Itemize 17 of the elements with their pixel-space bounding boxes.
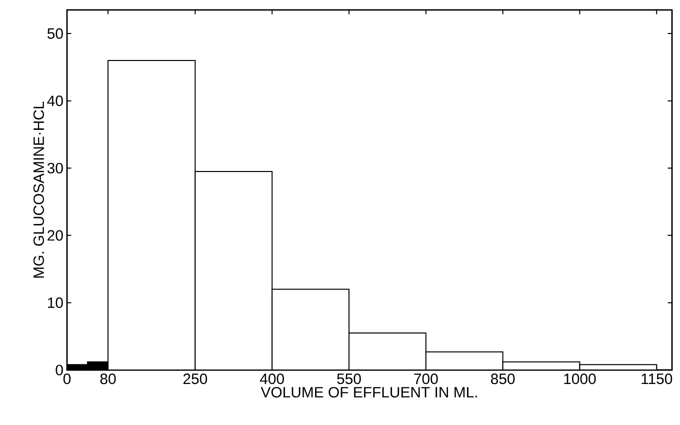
- x-tick-label: 700: [414, 374, 438, 384]
- y-tick-label: 10: [48, 297, 63, 308]
- y-tick-label: 0: [56, 364, 63, 376]
- y-tick-label: 50: [47, 28, 63, 39]
- y-axis-title: MG. GLUCOSAMINE·HCL: [33, 102, 44, 278]
- x-tick-label: 850: [491, 374, 515, 384]
- x-tick-label: 550: [337, 374, 361, 384]
- x-axis-title: VOLUME OF EFFLUENT IN ML.: [260, 386, 477, 398]
- x-tick-label: 250: [183, 374, 208, 384]
- y-tick-label: 20: [48, 230, 63, 241]
- y-tick-label: 40: [47, 96, 63, 106]
- x-tick-label: 0: [63, 374, 71, 384]
- x-tick-label: 80: [100, 374, 116, 384]
- y-tick-label: 30: [47, 162, 63, 174]
- x-tick-label: 400: [260, 374, 284, 384]
- x-tick-label: 1150: [642, 374, 672, 384]
- x-tick-label: 1000: [564, 374, 596, 384]
